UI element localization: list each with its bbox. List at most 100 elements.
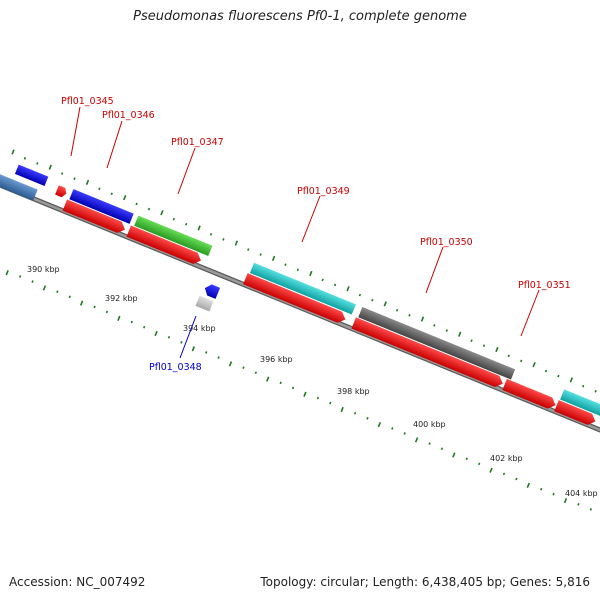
tick-mark xyxy=(123,194,127,201)
tick-mark xyxy=(60,172,64,175)
tick-mark xyxy=(180,341,183,344)
leader-pfl01-0350 xyxy=(425,246,444,294)
tick-mark xyxy=(205,351,208,354)
ruler-label-396: 396 kbp xyxy=(260,355,293,364)
inner-tick-marks xyxy=(5,270,592,511)
tick-mark xyxy=(98,187,101,191)
tick-mark xyxy=(254,371,258,375)
ruler-label-400: 400 kbp xyxy=(413,420,446,429)
tick-mark xyxy=(589,508,592,511)
gene-feature-pfl01-0348 xyxy=(204,284,221,299)
leader-pfl01-0351 xyxy=(520,289,540,337)
tick-mark xyxy=(445,329,448,332)
tick-mark xyxy=(217,356,220,359)
gene-feature-pfl01-0346 xyxy=(62,199,126,233)
accession-text: Accession: NC_007492 xyxy=(9,575,146,589)
tick-mark xyxy=(526,482,530,489)
gene-label-pfl01-0351: Pfl01_0351 xyxy=(518,280,571,291)
gene-feature-pfl01-0345 xyxy=(14,164,49,186)
tick-mark xyxy=(143,325,146,329)
ruler-label-394: 394 kbp xyxy=(183,324,216,333)
leader-pfl01-0346 xyxy=(106,120,123,169)
tick-mark xyxy=(594,389,597,393)
tick-mark xyxy=(79,300,84,306)
gene-label-pfl01-0350: Pfl01_0350 xyxy=(420,237,473,248)
tick-mark xyxy=(358,293,362,297)
tick-mark xyxy=(408,314,411,317)
tick-mark xyxy=(296,268,300,272)
tick-mark xyxy=(395,308,399,312)
tick-mark xyxy=(160,210,164,216)
tick-mark xyxy=(68,295,71,299)
tick-mark xyxy=(414,437,419,443)
tick-mark xyxy=(428,442,431,445)
tick-mark xyxy=(569,377,574,383)
tick-mark xyxy=(147,207,151,211)
tick-mark xyxy=(495,346,499,353)
gene-feature-steel xyxy=(0,171,38,201)
gene-label-pfl01-0345: Pfl01_0345 xyxy=(61,96,114,107)
gene-feature-pfl01-0351 xyxy=(560,389,600,417)
ruler-labels: 390 kbp 392 kbp 394 kbp 396 kbp 398 kbp … xyxy=(27,265,598,498)
ruler-label-398: 398 kbp xyxy=(337,387,370,396)
tick-mark xyxy=(42,285,47,291)
gene-feature-light-grey xyxy=(195,295,214,312)
tick-mark xyxy=(247,248,250,251)
tick-mark xyxy=(222,238,225,241)
tick-mark xyxy=(452,452,456,458)
gene-feature-pfl01-0349 xyxy=(249,262,356,315)
tick-mark xyxy=(284,263,287,267)
tick-mark xyxy=(5,270,9,276)
genome-summary-text: Topology: circular; Length: 6,438,405 bp… xyxy=(260,575,590,589)
tick-mark xyxy=(552,492,555,496)
tick-mark xyxy=(482,344,486,348)
tick-mark xyxy=(557,374,560,378)
leader-pfl01-0348 xyxy=(179,315,197,359)
tick-mark xyxy=(470,339,473,342)
tick-mark xyxy=(85,179,90,186)
gene-feature-red-arrow-3 xyxy=(243,273,346,323)
gene-label-pfl01-0348: Pfl01_0348 xyxy=(149,362,202,373)
tick-mark xyxy=(377,422,382,428)
tick-mark xyxy=(507,354,510,358)
tick-mark xyxy=(228,361,233,367)
tick-mark xyxy=(93,305,96,309)
tick-mark xyxy=(110,192,113,196)
tick-mark xyxy=(321,278,324,282)
tick-mark xyxy=(209,233,213,236)
leader-pfl01-0347 xyxy=(177,147,196,195)
tick-mark xyxy=(520,359,523,363)
ruler-label-402: 402 kbp xyxy=(490,454,523,463)
tick-mark xyxy=(23,157,27,160)
tick-mark xyxy=(582,384,585,388)
tick-mark xyxy=(167,335,171,339)
ruler-label-392: 392 kbp xyxy=(105,294,138,303)
tick-mark xyxy=(420,316,425,322)
tick-mark xyxy=(440,447,444,450)
gene-label-pfl01-0349: Pfl01_0349 xyxy=(297,186,350,197)
gene-feature-red-small xyxy=(55,185,67,198)
tick-mark xyxy=(532,362,536,368)
tick-mark xyxy=(333,283,337,287)
tick-mark xyxy=(154,330,158,337)
leader-pfl01-0349 xyxy=(301,195,321,243)
tick-mark xyxy=(515,477,518,481)
gene-feature-red-arrow-4 xyxy=(351,317,503,388)
tick-mark xyxy=(433,324,436,327)
tick-mark xyxy=(544,369,548,373)
tick-mark xyxy=(391,427,394,430)
tick-mark xyxy=(266,376,270,382)
tick-mark xyxy=(117,315,121,321)
tick-mark xyxy=(197,225,201,231)
gene-feature-pfl01-0350 xyxy=(358,307,516,380)
tick-mark xyxy=(309,270,313,277)
tick-mark xyxy=(366,416,369,420)
tick-mark xyxy=(172,217,175,221)
tick-mark xyxy=(371,298,374,302)
tick-mark xyxy=(18,275,22,278)
gene-labels: Pfl01_0345 Pfl01_0346 Pfl01_0347 Pfl01_0… xyxy=(61,96,571,373)
tick-mark xyxy=(185,222,188,226)
gene-label-pfl01-0347: Pfl01_0347 xyxy=(171,137,224,148)
tick-mark xyxy=(502,472,506,476)
